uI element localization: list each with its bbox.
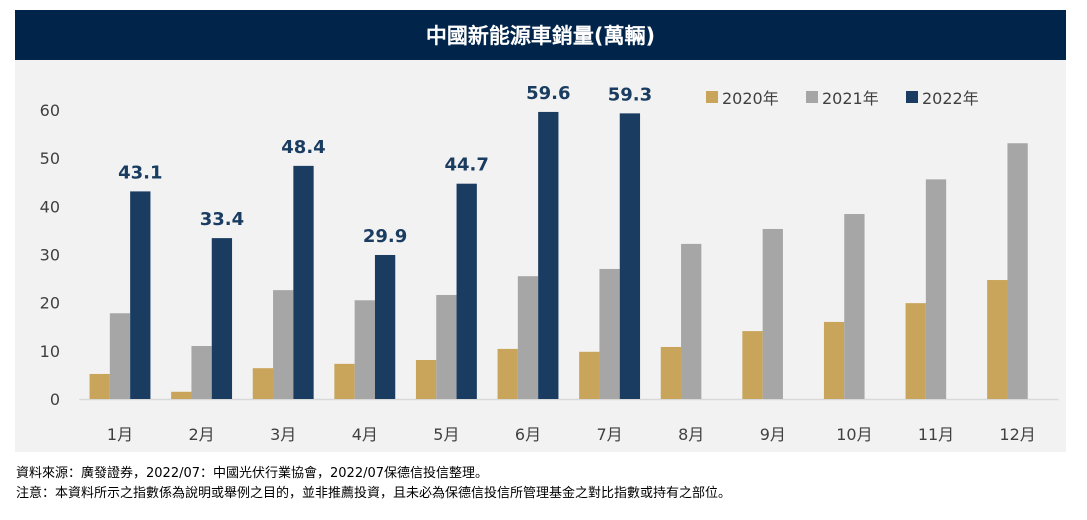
bar-2020年-8月 xyxy=(660,346,682,399)
y-tick-label: 20 xyxy=(40,294,60,313)
data-label: 33.4 xyxy=(200,209,244,230)
y-tick-label: 40 xyxy=(40,197,60,216)
bar-2021年-10月 xyxy=(844,214,865,399)
bar-2021年-6月 xyxy=(517,276,539,399)
data-label: 59.6 xyxy=(526,83,570,104)
bar-2020年-5月 xyxy=(415,359,437,399)
y-tick-label: 60 xyxy=(40,101,60,120)
chart-title: 中國新能源車銷量(萬輛) xyxy=(15,10,1066,60)
bar-2022年-7月 xyxy=(619,113,641,399)
bar-2021年-4月 xyxy=(354,300,375,399)
x-tick-label: 6月 xyxy=(515,425,541,444)
bar-2021年-3月 xyxy=(273,290,294,399)
bar-2021年-1月 xyxy=(109,313,131,399)
bar-2022年-6月 xyxy=(538,111,559,399)
legend-label: 2022年 xyxy=(922,89,979,108)
disclaimer-note: 注意：本資料所示之指數係為說明或舉例之目的，並非推薦投資，且未必為保德信投信所管… xyxy=(16,486,732,501)
bar-2020年-2月 xyxy=(171,391,192,399)
bar-chart: 0 10 20 30 40 50 60 43.1 1月 33.4 2月 48.4 3月 29.9 4月 44.… xyxy=(40,83,1059,444)
y-tick-label: 50 xyxy=(40,149,60,168)
data-label: 44.7 xyxy=(444,155,488,176)
bar-2022年-2月 xyxy=(211,238,233,399)
y-tick-label: 30 xyxy=(40,246,60,265)
bar-2020年-12月 xyxy=(987,280,1008,399)
legend-swatch-2020年 xyxy=(706,91,718,103)
bar-2021年-9月 xyxy=(762,228,783,399)
bar-2021年-11月 xyxy=(925,179,947,399)
bar-2020年-11月 xyxy=(905,303,926,399)
bar-2020年-6月 xyxy=(497,348,518,399)
data-label: 48.4 xyxy=(281,137,325,158)
x-tick-label: 3月 xyxy=(270,425,296,444)
x-tick-label: 4月 xyxy=(352,425,378,444)
x-tick-label: 8月 xyxy=(678,425,704,444)
x-tick-label: 7月 xyxy=(597,425,623,444)
bar-2021年-5月 xyxy=(436,294,457,399)
bar-2020年-1月 xyxy=(89,373,110,399)
bar-2022年-3月 xyxy=(293,165,314,399)
y-tick-label: 0 xyxy=(50,390,60,409)
bar-2020年-3月 xyxy=(252,368,274,399)
x-tick-label: 11月 xyxy=(918,425,954,444)
bar-2022年-4月 xyxy=(374,254,396,399)
legend-label: 2020年 xyxy=(722,89,779,108)
x-tick-label: 2月 xyxy=(189,425,215,444)
data-label: 29.9 xyxy=(363,226,407,247)
data-label: 43.1 xyxy=(118,162,162,183)
source-note: 資料來源：廣發證券，2022/07：中國光伏行業協會，2022/07保德信投信整… xyxy=(16,466,489,481)
legend-swatch-2022年 xyxy=(906,91,918,103)
data-label: 59.3 xyxy=(608,84,652,105)
bar-2020年-10月 xyxy=(823,321,845,399)
x-tick-label: 10月 xyxy=(836,425,872,444)
bar-2021年-7月 xyxy=(599,268,620,399)
bar-2021年-2月 xyxy=(191,346,212,399)
bar-2020年-7月 xyxy=(579,351,600,399)
bar-2020年-9月 xyxy=(742,331,763,399)
legend-label: 2021年 xyxy=(822,89,879,108)
bar-2022年-1月 xyxy=(130,191,151,399)
bar-2021年-8月 xyxy=(681,243,702,399)
x-tick-label: 9月 xyxy=(760,425,786,444)
x-tick-label: 1月 xyxy=(107,425,133,444)
bar-2020年-4月 xyxy=(334,363,355,399)
legend-swatch-2021年 xyxy=(806,91,818,103)
bar-2021年-12月 xyxy=(1007,143,1028,399)
x-tick-label: 12月 xyxy=(999,425,1035,444)
y-tick-label: 10 xyxy=(40,342,60,361)
x-tick-label: 5月 xyxy=(433,425,459,444)
bar-2022年-5月 xyxy=(456,183,477,399)
